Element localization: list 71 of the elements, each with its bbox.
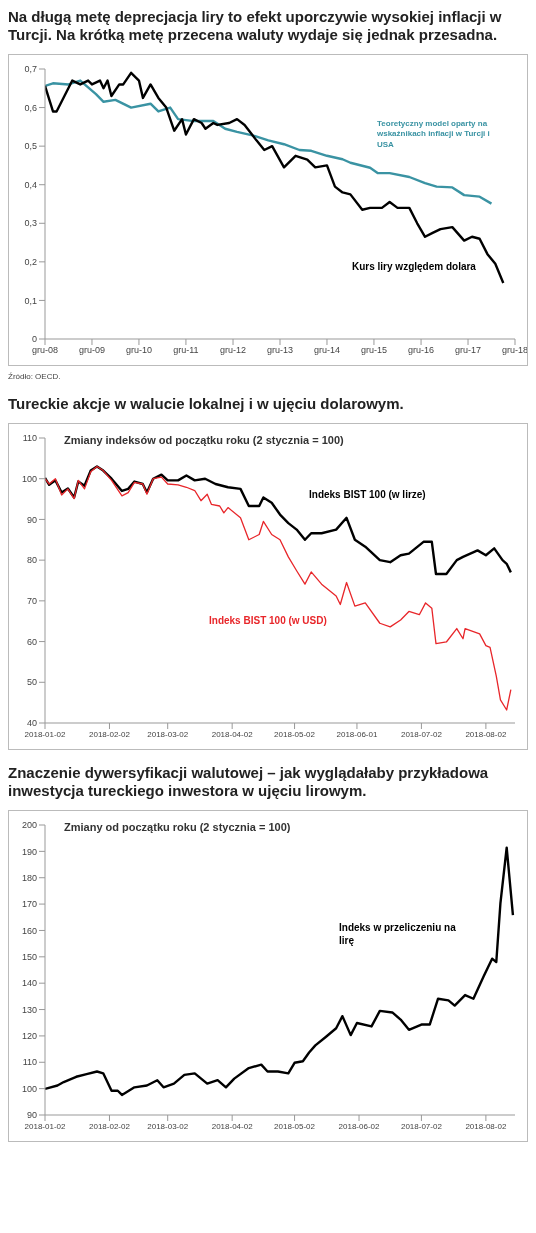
- y-tick-label: 0,6: [24, 102, 37, 113]
- line-series: [45, 465, 513, 576]
- x-tick-label: 2018-07-02: [400, 1121, 443, 1131]
- x-tick-label: 2018-01-02: [24, 1121, 67, 1131]
- y-tick-label: 70: [26, 596, 37, 607]
- x-tick-label: 2018-07-02: [400, 729, 443, 739]
- y-tick-label: 40: [26, 718, 37, 729]
- x-tick-label: gru-16: [408, 345, 435, 356]
- x-tick-label: 2018-08-02: [465, 729, 507, 739]
- y-tick-label: 0,1: [24, 295, 37, 306]
- y-tick-label: 120: [21, 1031, 37, 1042]
- y-tick-label: 60: [26, 636, 37, 647]
- series-label: Kurs liry względem dolara: [352, 260, 477, 273]
- chart-title: Na długą metę deprecjacja liry to efekt uporczywie wysokiej inflacji w Turcji. Na krótką metę przecena waluty wydaje się jednak przesadna.: [8, 8, 503, 44]
- x-tick-label: gru-08: [31, 345, 59, 356]
- x-tick-label: 2018-04-02: [211, 1121, 254, 1131]
- series-label: Indeks BIST 100 (w USD): [209, 614, 328, 627]
- text: Indeks BIST 100 (w lirze): [309, 488, 427, 501]
- y-tick-label: 0,2: [24, 257, 37, 268]
- y-tick-label: 90: [26, 514, 37, 525]
- text: Indeks w przeliczeniu na lirę: [339, 921, 457, 947]
- x-tick-label: 2018-03-02: [147, 729, 189, 739]
- y-tick-label: 160: [21, 925, 37, 936]
- y-tick-label: 100: [21, 473, 37, 484]
- y-tick-label: 50: [26, 677, 37, 688]
- y-tick-label: 150: [21, 952, 37, 963]
- y-tick-label: 130: [21, 1004, 37, 1015]
- y-tick-label: 80: [26, 555, 37, 566]
- y-tick-label: 190: [21, 846, 37, 857]
- y-tick-label: 0,4: [24, 179, 37, 190]
- y-tick-label: 0,3: [24, 218, 37, 229]
- x-tick-label: gru-10: [125, 345, 152, 356]
- line-series: [45, 465, 512, 711]
- x-tick-label: 2018-06-02: [338, 1121, 381, 1131]
- x-tick-label: 2018-03-02: [147, 1121, 189, 1131]
- chart-title: Znaczenie dywersyfikacji walutowej – jak wyglądałaby przykładowa inwestycja tureckiego inwestora w ujęciu lirowym.: [8, 764, 490, 800]
- y-tick-label: 200: [21, 820, 37, 831]
- x-tick-label: gru-14: [313, 345, 340, 356]
- y-tick-label: 170: [21, 899, 37, 910]
- x-tick-label: gru-12: [220, 345, 247, 356]
- x-tick-label: gru-09: [78, 345, 105, 356]
- x-tick-label: gru-18: [501, 345, 529, 356]
- chart-subtitle: Zmiany indeksów od początku roku (2 stycznia = 100): [64, 434, 344, 446]
- x-tick-label: gru-13: [266, 345, 294, 356]
- y-tick-label: 180: [21, 872, 37, 883]
- y-tick-label: 0,7: [24, 64, 37, 75]
- x-tick-label: 2018-01-02: [24, 729, 67, 739]
- line-series: [45, 79, 493, 205]
- x-tick-label: 2018-02-02: [89, 729, 131, 739]
- chart-title: Tureckie akcje w walucie lokalnej i w ujęciu dolarowym.: [8, 395, 405, 413]
- line-series: [45, 71, 505, 285]
- line-series: [45, 846, 515, 1097]
- text: Źródło: OECD.: [8, 372, 62, 381]
- y-tick-label: 0: [31, 334, 37, 345]
- y-tick-label: 100: [21, 1083, 37, 1094]
- x-tick-label: 2018-02-02: [89, 1121, 131, 1131]
- x-tick-label: 2018-05-02: [274, 1121, 316, 1131]
- x-tick-label: gru-15: [360, 345, 387, 356]
- y-tick-label: 110: [22, 1057, 37, 1068]
- x-tick-label: 2018-06-01: [336, 729, 378, 739]
- y-tick-label: 140: [21, 978, 37, 989]
- x-tick-label: gru-17: [455, 345, 482, 356]
- x-tick-label: 2018-05-02: [274, 729, 316, 739]
- x-tick-label: 2018-04-02: [211, 729, 254, 739]
- chart-subtitle: Zmiany od początku roku (2 stycznia = 100): [64, 821, 291, 833]
- y-tick-label: 90: [26, 1110, 37, 1121]
- y-tick-label: 0,5: [24, 141, 37, 152]
- x-tick-label: gru-11: [173, 345, 199, 356]
- text: Teoretyczny model oparty na wskaźnikach inflacji w Turcji i USA: [377, 119, 491, 151]
- x-tick-label: 2018-08-02: [465, 1121, 507, 1131]
- y-tick-label: 110: [22, 433, 37, 444]
